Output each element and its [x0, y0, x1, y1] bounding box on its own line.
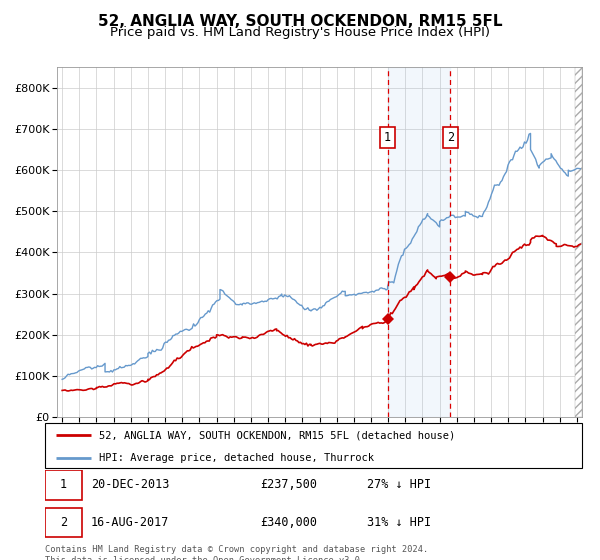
Text: 27% ↓ HPI: 27% ↓ HPI [367, 478, 431, 492]
Text: 1: 1 [59, 478, 67, 492]
FancyBboxPatch shape [45, 508, 82, 538]
Bar [388, 67, 450, 417]
Bar [575, 67, 582, 417]
Text: 20-DEC-2013: 20-DEC-2013 [91, 478, 169, 492]
Text: Price paid vs. HM Land Registry's House Price Index (HPI): Price paid vs. HM Land Registry's House … [110, 26, 490, 39]
Text: 52, ANGLIA WAY, SOUTH OCKENDON, RM15 5FL: 52, ANGLIA WAY, SOUTH OCKENDON, RM15 5FL [98, 14, 502, 29]
Text: 1: 1 [384, 130, 391, 144]
Text: £340,000: £340,000 [260, 516, 317, 529]
FancyBboxPatch shape [45, 470, 82, 500]
Text: £237,500: £237,500 [260, 478, 317, 492]
Text: 52, ANGLIA WAY, SOUTH OCKENDON, RM15 5FL (detached house): 52, ANGLIA WAY, SOUTH OCKENDON, RM15 5FL… [98, 430, 455, 440]
Text: 16-AUG-2017: 16-AUG-2017 [91, 516, 169, 529]
Text: 2: 2 [446, 130, 454, 144]
Text: HPI: Average price, detached house, Thurrock: HPI: Average price, detached house, Thur… [98, 452, 374, 463]
FancyBboxPatch shape [45, 423, 582, 468]
Text: 2: 2 [59, 516, 67, 529]
Text: 31% ↓ HPI: 31% ↓ HPI [367, 516, 431, 529]
Text: Contains HM Land Registry data © Crown copyright and database right 2024.
This d: Contains HM Land Registry data © Crown c… [45, 545, 428, 560]
